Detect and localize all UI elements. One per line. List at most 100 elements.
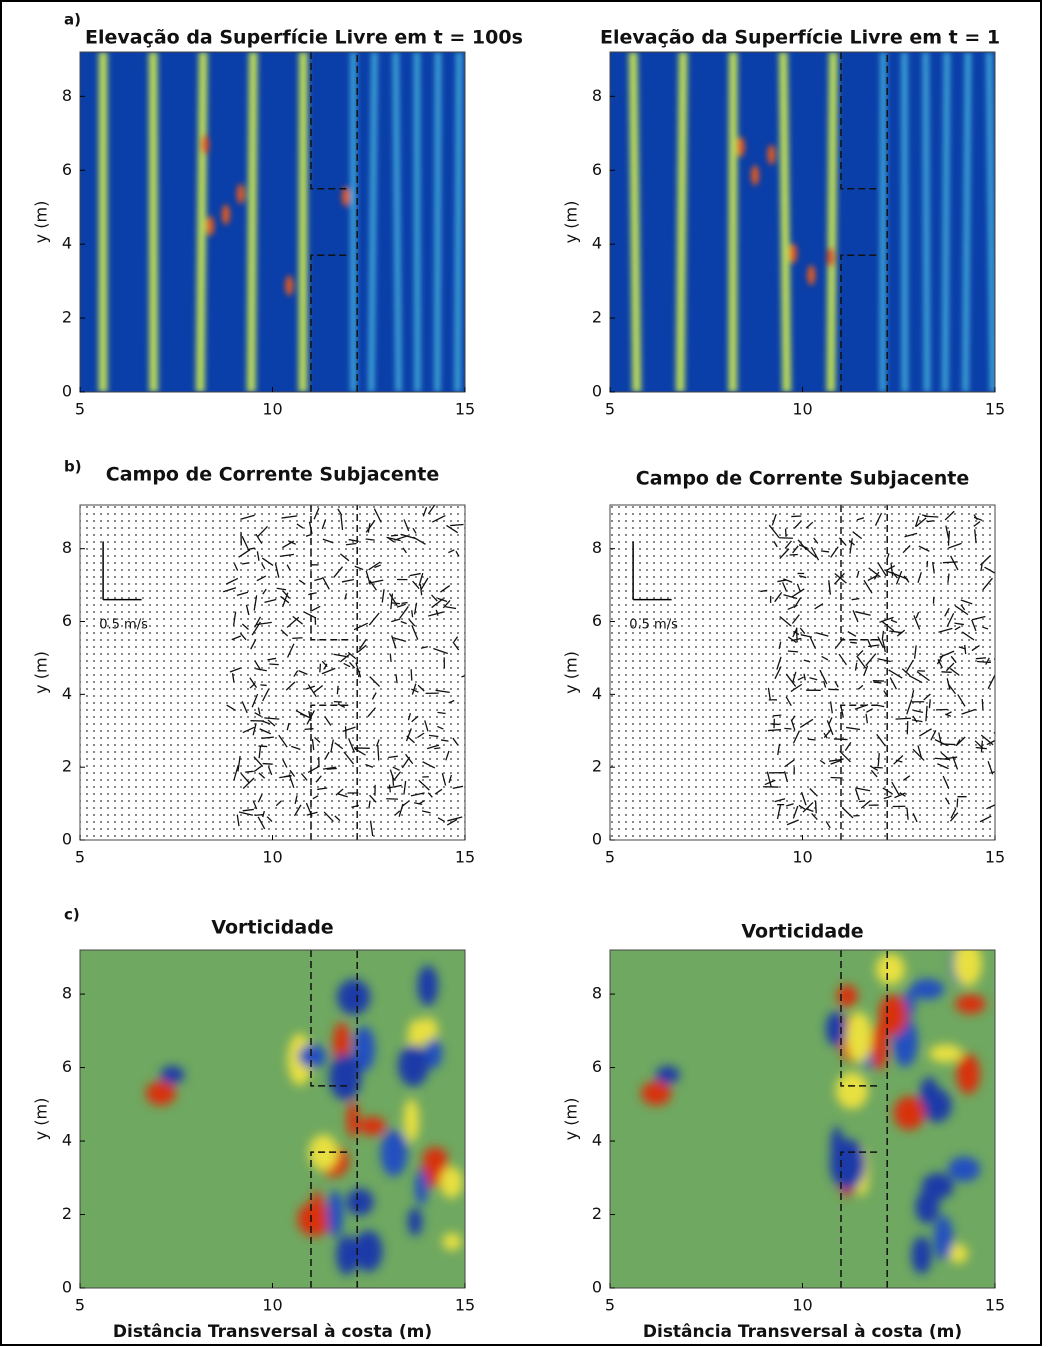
vector bbox=[877, 636, 884, 649]
vector bbox=[894, 792, 906, 799]
y-tick-label: 8 bbox=[592, 86, 602, 105]
vector bbox=[830, 759, 842, 765]
vector bbox=[771, 513, 777, 526]
vector bbox=[242, 726, 255, 734]
vector bbox=[398, 803, 404, 817]
vector bbox=[980, 734, 994, 746]
vortex bbox=[933, 1215, 953, 1261]
vector bbox=[961, 708, 976, 715]
vector bbox=[776, 656, 782, 670]
vector bbox=[915, 611, 920, 619]
vector bbox=[431, 598, 444, 609]
vector bbox=[852, 610, 859, 623]
vortex bbox=[353, 1230, 383, 1272]
vector bbox=[411, 610, 414, 618]
vortex bbox=[380, 1129, 408, 1177]
vector bbox=[917, 572, 922, 583]
vector bbox=[986, 804, 995, 810]
vector bbox=[337, 508, 343, 516]
vector bbox=[833, 572, 845, 585]
vector bbox=[313, 507, 320, 520]
vector bbox=[811, 812, 818, 820]
vector bbox=[809, 788, 818, 797]
vector bbox=[299, 713, 312, 719]
vector bbox=[971, 619, 977, 632]
vector bbox=[440, 585, 451, 593]
crest bbox=[413, 52, 421, 392]
hotspot bbox=[285, 275, 294, 296]
vortex bbox=[955, 994, 986, 1014]
vector bbox=[236, 814, 240, 827]
vortex bbox=[407, 1207, 423, 1236]
vector bbox=[298, 670, 308, 675]
vector bbox=[256, 575, 267, 582]
vector bbox=[855, 611, 871, 616]
vector bbox=[344, 726, 347, 738]
vector bbox=[426, 744, 440, 750]
y-axis-label: y (m) bbox=[32, 201, 51, 244]
vector bbox=[292, 637, 303, 639]
x-tick-label: 5 bbox=[605, 1296, 615, 1315]
row-label: a) bbox=[64, 11, 81, 29]
vector bbox=[418, 779, 430, 791]
y-tick-label: 4 bbox=[62, 684, 72, 703]
y-tick-label: 0 bbox=[592, 382, 602, 401]
x-tick-label: 10 bbox=[792, 400, 812, 419]
vector bbox=[912, 748, 925, 761]
vector bbox=[388, 784, 391, 793]
vector bbox=[427, 792, 433, 798]
dashed-outline bbox=[840, 950, 888, 1288]
vector bbox=[770, 723, 780, 726]
vector bbox=[911, 719, 923, 723]
vortex bbox=[922, 1088, 952, 1123]
vector bbox=[257, 794, 263, 803]
hotspot bbox=[751, 165, 760, 186]
vector bbox=[774, 666, 782, 680]
vector bbox=[450, 523, 464, 527]
vector bbox=[854, 788, 860, 801]
field-image bbox=[610, 52, 995, 392]
vector bbox=[413, 602, 418, 615]
y-tick-label: 0 bbox=[592, 830, 602, 849]
dashed-outline bbox=[310, 52, 358, 392]
field-bg bbox=[80, 950, 465, 1288]
vector bbox=[890, 619, 898, 624]
hotspot bbox=[236, 183, 245, 204]
vector bbox=[282, 540, 295, 549]
vector bbox=[452, 785, 464, 789]
vector bbox=[441, 773, 447, 786]
vector bbox=[986, 739, 995, 746]
vector bbox=[410, 669, 413, 681]
vector bbox=[848, 539, 855, 546]
vortex bbox=[846, 1011, 872, 1063]
vector bbox=[905, 659, 914, 674]
vector bbox=[285, 681, 296, 691]
vector bbox=[264, 717, 280, 720]
vector bbox=[806, 808, 814, 812]
y-tick-label: 4 bbox=[592, 684, 602, 703]
vector bbox=[942, 561, 958, 564]
crest bbox=[434, 52, 442, 392]
crest bbox=[628, 52, 642, 392]
vector bbox=[839, 750, 851, 763]
vector bbox=[321, 660, 328, 668]
hotspot bbox=[807, 265, 816, 286]
vector bbox=[821, 655, 829, 661]
vector bbox=[314, 736, 321, 743]
y-tick-label: 4 bbox=[592, 234, 602, 253]
vector bbox=[803, 673, 806, 681]
vector bbox=[391, 774, 395, 786]
vector bbox=[437, 725, 444, 730]
vector bbox=[407, 713, 412, 721]
y-tick-label: 2 bbox=[62, 1204, 72, 1223]
vector bbox=[841, 806, 854, 819]
vector bbox=[389, 653, 392, 663]
vector bbox=[799, 718, 814, 728]
vector bbox=[911, 690, 915, 699]
vector bbox=[321, 519, 327, 530]
vector bbox=[960, 599, 973, 605]
vector bbox=[420, 645, 429, 649]
x-tick-label: 10 bbox=[792, 1296, 812, 1315]
panel: 5 10 15 0 2 4 6 8 y (m) Elevação da Superfície Li… bbox=[32, 27, 523, 419]
vector bbox=[428, 734, 439, 738]
